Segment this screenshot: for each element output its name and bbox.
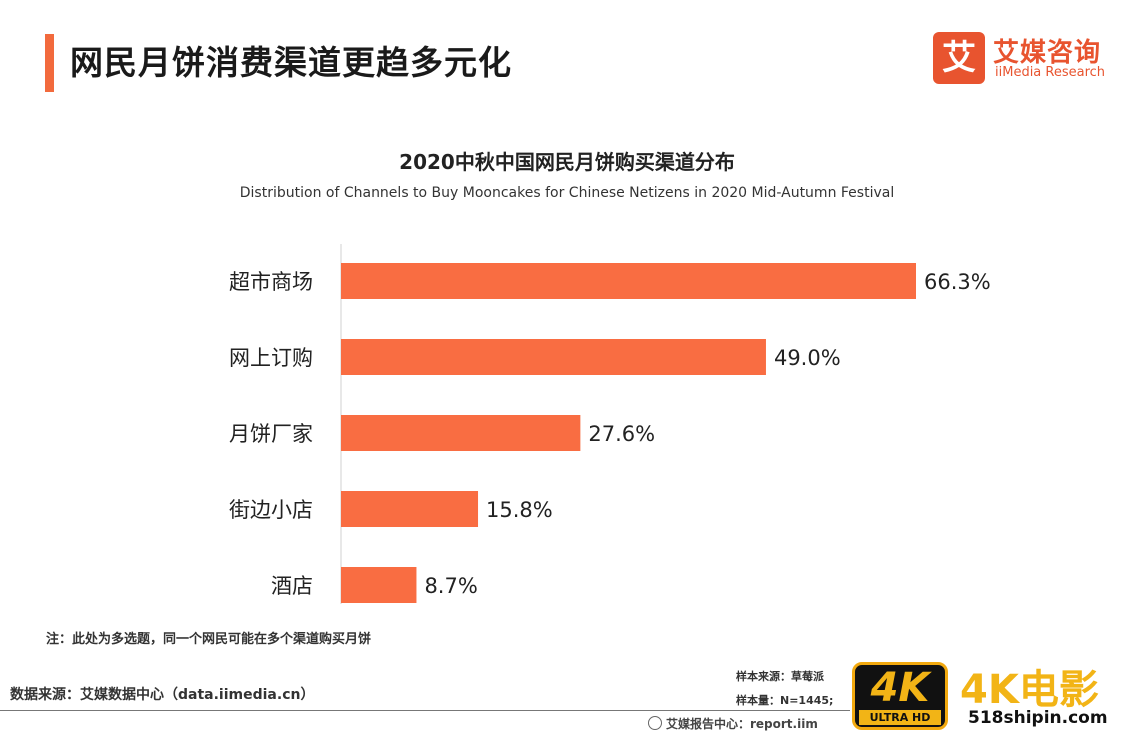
watermark-url: 518shipin.com (968, 708, 1108, 728)
globe-icon (648, 716, 662, 730)
watermark-badge-main: 4K (870, 665, 930, 711)
watermark-badge: 4K ULTRA HD (852, 662, 948, 730)
category-tick-label: 超市商场 (229, 270, 313, 294)
page-title: 网民月饼消费渠道更趋多元化 (70, 43, 512, 82)
bar (341, 567, 417, 603)
logo-en-text: iiMedia Research (995, 65, 1106, 80)
watermark-badge-sub: ULTRA HD (859, 710, 941, 725)
report-center: 艾媒报告中心：report.iim (648, 715, 818, 732)
data-source: 数据来源：艾媒数据中心（data.iimedia.cn） (10, 687, 315, 703)
footnote: 注：此处为多选题，同一个网民可能在多个渠道购买月饼 (46, 632, 372, 647)
value-label: 27.6% (588, 422, 655, 446)
watermark-text: 4K电影 (960, 667, 1099, 713)
iimedia-logo: 艾 艾媒咨询 iiMedia Research (933, 32, 1113, 86)
category-tick-label: 酒店 (271, 574, 313, 598)
logo-cn-text: 艾媒咨询 (993, 38, 1102, 68)
title-accent-bar (45, 34, 54, 92)
category-tick-label: 网上订购 (229, 346, 313, 370)
bar (341, 263, 916, 299)
value-label: 49.0% (774, 346, 841, 370)
chart-subtitle: Distribution of Channels to Buy Mooncake… (239, 185, 895, 201)
value-label: 15.8% (486, 498, 553, 522)
bar (341, 339, 766, 375)
iimedia-logo-icon: 艾 (933, 32, 985, 84)
category-tick-label: 月饼厂家 (229, 422, 313, 446)
sample-source: 样本来源：草莓派 (736, 670, 824, 683)
chart-title: 2020中秋中国网民月饼购买渠道分布 (399, 150, 735, 174)
bar (341, 415, 581, 451)
sample-size: 样本量：N=1445; (736, 694, 834, 707)
value-label: 66.3% (924, 270, 991, 294)
bar (341, 491, 479, 527)
category-tick-label: 街边小店 (229, 498, 313, 522)
value-label: 8.7% (424, 574, 477, 598)
footer-divider (0, 710, 850, 711)
report-center-text: 艾媒报告中心：report.iim (666, 717, 818, 731)
